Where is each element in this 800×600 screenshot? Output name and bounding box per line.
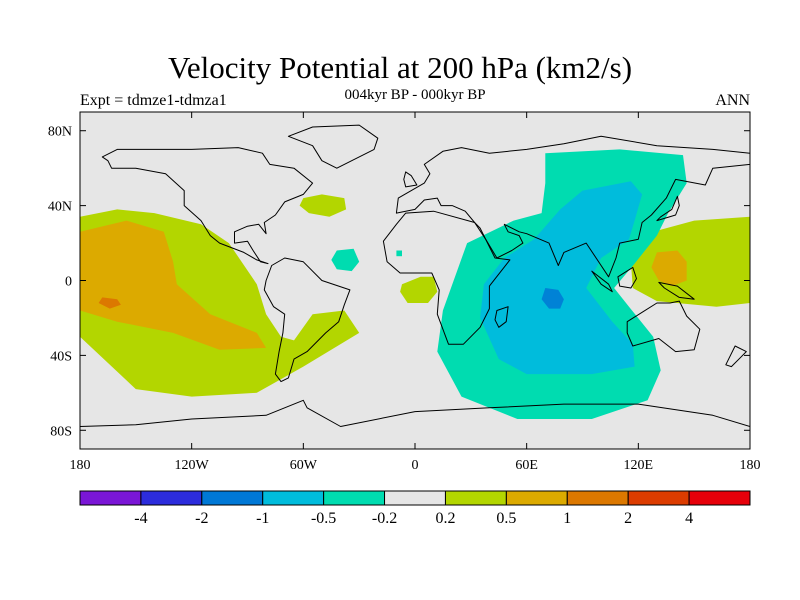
coastline-new-guinea — [658, 281, 695, 300]
coastline-australia — [626, 300, 701, 353]
coastline-new-zealand — [725, 345, 747, 368]
coastline-antarctica — [80, 399, 750, 449]
x-tick-label: 60E — [515, 458, 538, 473]
colorbar-label: 4 — [685, 510, 693, 527]
map-title: Velocity Potential at 200 hPa (km2/s) — [167, 50, 633, 85]
colorbar-swatch — [79, 490, 142, 506]
coastline-uk — [403, 171, 418, 188]
colorbar-label: 0.2 — [435, 510, 455, 527]
season-label: ANN — [715, 92, 750, 109]
contour-atlantic-negative-small — [331, 248, 360, 272]
axis-layer: 180 120W 60W 0 60E 120E 180 80N 40N 0 40S 80S — [48, 112, 761, 473]
x-tick-label: 0 — [412, 458, 419, 473]
map-subtitle: 004kyr BP - 000kyr BP — [344, 87, 486, 103]
colorbar-label: -0.5 — [311, 510, 336, 527]
contour-westpac-positive-inner — [651, 250, 687, 287]
colorbar-label: 2 — [624, 510, 632, 527]
coastline-africa — [382, 210, 511, 345]
y-tick-label: 40N — [48, 200, 72, 215]
colorbar-swatch — [262, 490, 325, 506]
coastline-north-america — [101, 147, 314, 265]
colorbar-swatch — [688, 490, 751, 506]
contour-layer — [80, 149, 750, 419]
y-tick-label: 80N — [48, 125, 72, 140]
colorbar-label: -0.2 — [372, 510, 397, 527]
x-tick-label: 120W — [175, 458, 210, 473]
colorbar-swatch — [505, 490, 568, 506]
x-tick-label: 120E — [624, 458, 654, 473]
coastline-sumatra — [591, 270, 613, 293]
y-tick-label: 80S — [50, 424, 72, 439]
contour-pacific-positive-inner — [80, 220, 267, 350]
experiment-label: Expt = tdmze1-tdmza1 — [80, 92, 227, 109]
y-tick-label: 40S — [50, 349, 72, 364]
colorbar-label: 0.5 — [496, 510, 516, 527]
coastline-borneo — [617, 266, 637, 289]
coastline-south-america — [263, 257, 351, 383]
coastline-eurasia — [395, 135, 750, 278]
coastline-madagascar — [494, 306, 509, 328]
colorbar-swatch — [566, 490, 629, 506]
y-tick-label: 0 — [65, 275, 72, 290]
colorbar-swatch — [201, 490, 264, 506]
colorbar: -4 -2 -1 -0.5 -0.2 0.2 0.5 1 2 4 — [79, 490, 751, 527]
colorbar-swatch — [140, 490, 203, 506]
colorbar-label: 1 — [563, 510, 571, 527]
coastline-japan — [656, 195, 680, 222]
x-tick-label: 180 — [70, 458, 91, 473]
contour-west-africa-negative-small — [396, 250, 402, 257]
colorbar-swatch — [444, 490, 507, 506]
colorbar-label: -2 — [195, 510, 208, 527]
contour-indo-negative-core — [541, 288, 564, 309]
colorbar-swatch — [384, 490, 446, 506]
coastline-greenland — [287, 124, 379, 169]
contour-gulf-guinea-positive — [400, 276, 438, 303]
colorbar-swatch — [323, 490, 386, 506]
colorbar-label: -4 — [134, 510, 147, 527]
contour-indo-negative-inner — [480, 181, 643, 375]
x-tick-label: 180 — [740, 458, 761, 473]
colorbar-label: -1 — [256, 510, 269, 527]
coastline-layer — [80, 124, 750, 449]
x-tick-label: 60W — [290, 458, 318, 473]
contour-n-atlantic-positive — [299, 194, 347, 217]
colorbar-swatch — [627, 490, 690, 506]
contour-pacific-positive-core — [98, 297, 121, 309]
